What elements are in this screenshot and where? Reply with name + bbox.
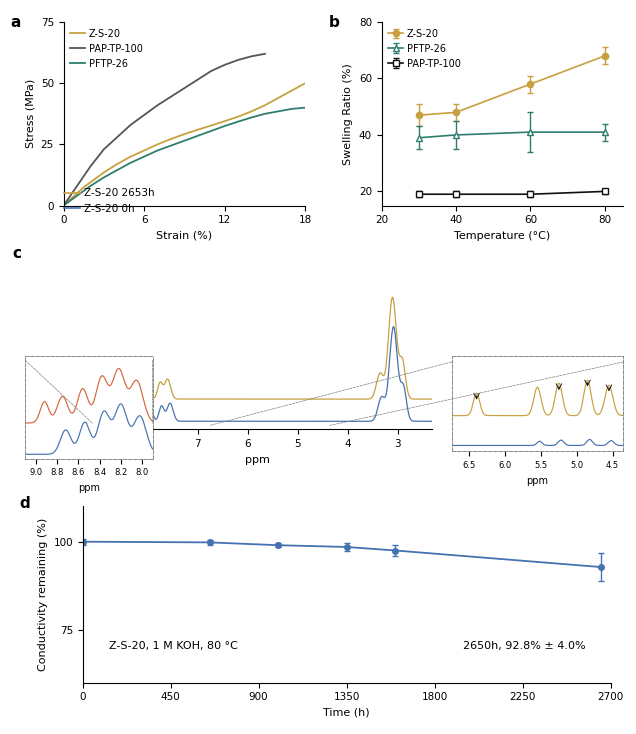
Z-S-20 [194, 126, 202, 134]
PFTP-26 [141, 152, 148, 161]
Z-S-20 [100, 168, 107, 177]
PAP-TP-100 [194, 75, 202, 84]
PFTP-26 [80, 186, 88, 195]
PAP-TP-100 [60, 201, 67, 210]
PAP-TP-100 [127, 120, 135, 129]
Z-S-20 [207, 121, 215, 130]
PAP-TP-100 [67, 192, 74, 200]
Z-S-20 [234, 112, 242, 121]
Line: PFTP-26: PFTP-26 [64, 108, 305, 206]
PAP-TP-100 [234, 56, 242, 65]
Z-S-20 [80, 183, 88, 192]
Z-S-20 [301, 79, 309, 87]
Legend: Z-S-20 2653h, Z-S-20 0h: Z-S-20 2653h, Z-S-20 0h [60, 184, 158, 218]
X-axis label: Temperature (°C): Temperature (°C) [454, 230, 551, 241]
Z-S-20 [154, 140, 162, 149]
PFTP-26 [261, 109, 269, 118]
Z-S-20 [60, 201, 67, 210]
Legend: Z-S-20, PFTP-26, PAP-TP-100: Z-S-20, PFTP-26, PAP-TP-100 [387, 27, 463, 70]
PFTP-26 [181, 137, 188, 145]
PFTP-26 [194, 131, 202, 140]
PAP-TP-100 [73, 181, 81, 190]
PFTP-26 [301, 103, 309, 112]
PAP-TP-100 [207, 67, 215, 76]
Z-S-20 [86, 178, 94, 186]
Y-axis label: Conductivity remaining (%): Conductivity remaining (%) [38, 518, 48, 671]
PFTP-26 [113, 166, 121, 175]
Y-axis label: Stress (MPa): Stress (MPa) [25, 79, 35, 148]
Text: a: a [10, 15, 21, 29]
PFTP-26 [60, 201, 67, 210]
Line: Z-S-20: Z-S-20 [64, 83, 305, 206]
Text: b: b [328, 15, 339, 29]
PFTP-26 [67, 196, 74, 205]
Z-S-20 [288, 86, 296, 95]
Text: Z-S-20, 1 M KOH, 80 °C: Z-S-20, 1 M KOH, 80 °C [109, 641, 238, 651]
PAP-TP-100 [86, 162, 94, 171]
X-axis label: ppm: ppm [245, 454, 270, 465]
PAP-TP-100 [167, 92, 175, 101]
PFTP-26 [167, 141, 175, 150]
Z-S-20 [113, 159, 121, 168]
PFTP-26 [234, 117, 242, 126]
PFTP-26 [207, 126, 215, 135]
Text: d: d [19, 496, 30, 511]
Z-S-20 [181, 130, 188, 139]
PAP-TP-100 [113, 133, 121, 142]
Z-S-20 [221, 117, 228, 126]
Z-S-20 [275, 93, 282, 102]
X-axis label: ppm: ppm [78, 483, 100, 493]
PFTP-26 [248, 113, 256, 122]
Text: 2650h, 92.8% ± 4.0%: 2650h, 92.8% ± 4.0% [463, 641, 585, 651]
PAP-TP-100 [80, 172, 88, 181]
Legend: Z-S-20, PAP-TP-100, PFTP-26: Z-S-20, PAP-TP-100, PFTP-26 [69, 27, 145, 70]
PFTP-26 [288, 104, 296, 113]
PAP-TP-100 [141, 111, 148, 120]
PFTP-26 [127, 159, 135, 167]
PAP-TP-100 [221, 60, 228, 69]
Z-S-20 [261, 101, 269, 109]
PAP-TP-100 [261, 49, 269, 58]
PAP-TP-100 [181, 84, 188, 92]
Line: PAP-TP-100: PAP-TP-100 [64, 54, 265, 206]
Text: c: c [13, 246, 22, 261]
PFTP-26 [154, 146, 162, 155]
Z-S-20 [167, 134, 175, 143]
PAP-TP-100 [100, 145, 107, 153]
PAP-TP-100 [154, 101, 162, 109]
Z-S-20 [73, 189, 81, 197]
PFTP-26 [73, 192, 81, 200]
PAP-TP-100 [248, 52, 256, 61]
X-axis label: Time (h): Time (h) [323, 708, 370, 718]
X-axis label: ppm: ppm [527, 476, 548, 486]
PFTP-26 [100, 173, 107, 182]
Z-S-20 [141, 146, 148, 155]
PFTP-26 [221, 122, 228, 131]
Z-S-20 [248, 107, 256, 116]
Z-S-20 [67, 195, 74, 204]
Y-axis label: Swelling Ratio (%): Swelling Ratio (%) [343, 63, 353, 164]
PFTP-26 [86, 181, 94, 190]
PFTP-26 [275, 107, 282, 116]
X-axis label: Strain (%): Strain (%) [156, 230, 212, 241]
Z-S-20 [127, 152, 135, 161]
